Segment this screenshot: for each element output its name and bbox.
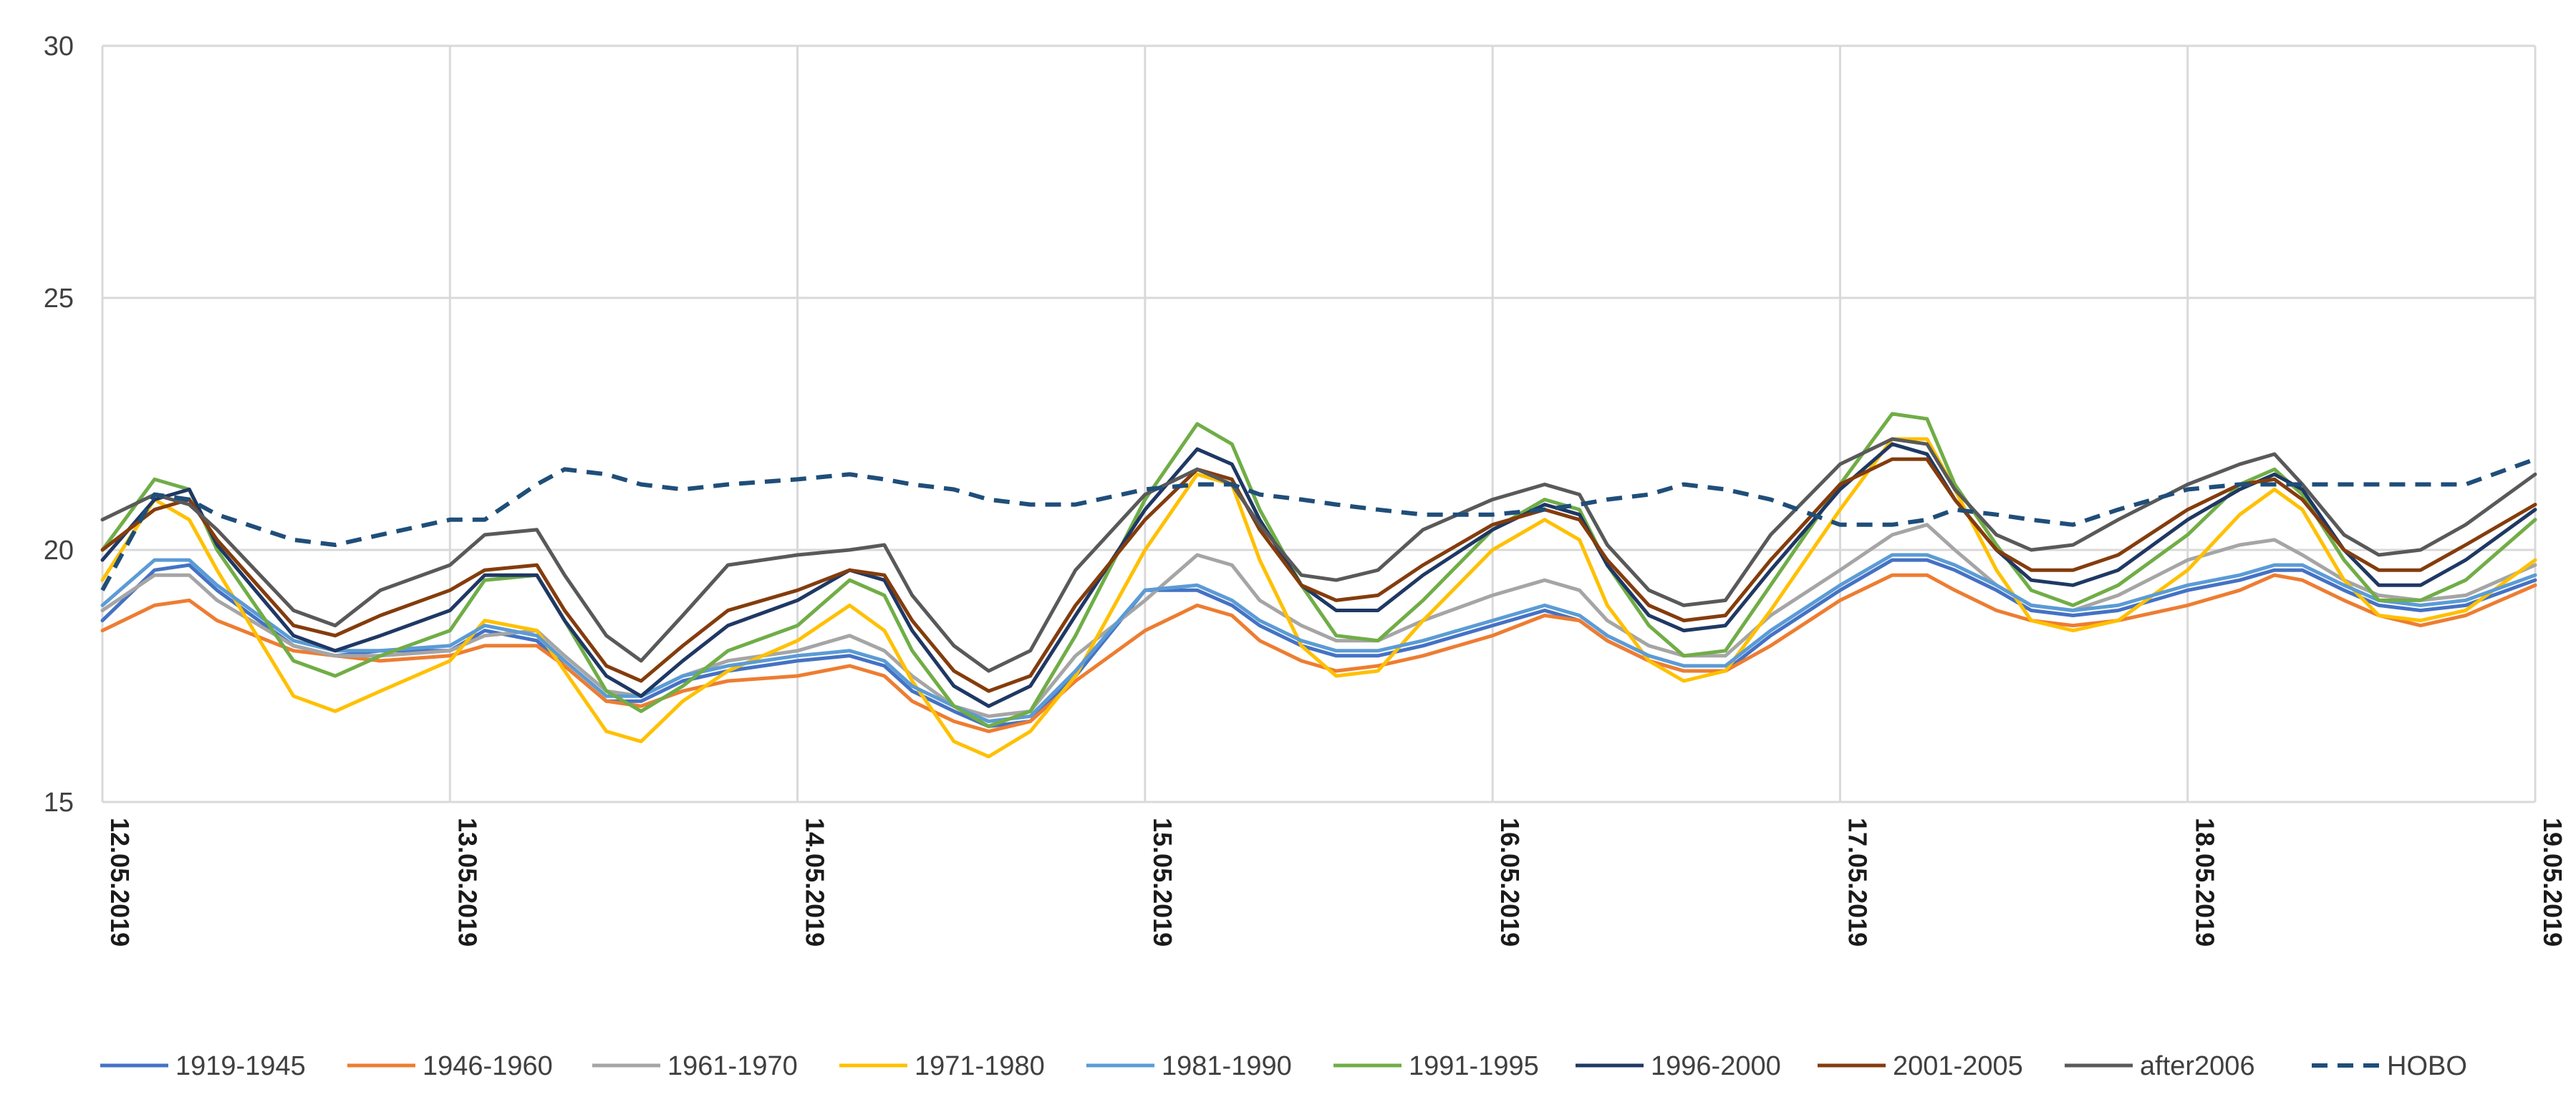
series-line-1996-2000	[100, 442, 2537, 708]
x-tick-label: 16.05.2019	[1495, 818, 1525, 947]
legend-label-1981-1990: 1981-1990	[1162, 1051, 1292, 1081]
series-line-1971-1980	[100, 437, 2537, 759]
x-tick-label: 18.05.2019	[2191, 818, 2220, 947]
x-tick-label: 17.05.2019	[1843, 818, 1872, 947]
legend-label-2001-2005: 2001-2005	[1893, 1051, 2023, 1081]
series-line-1981-1990	[100, 553, 2537, 723]
series-layer	[100, 412, 2537, 759]
legend-label-1971-1980: 1971-1980	[915, 1051, 1045, 1081]
series-line-after2006	[100, 437, 2537, 673]
x-tick-label: 12.05.2019	[105, 818, 135, 947]
legend-label-after2006: after2006	[2140, 1051, 2255, 1081]
y-tick-label: 30	[44, 32, 74, 62]
x-tick-label: 19.05.2019	[2538, 818, 2567, 947]
legend-label-1996-2000: 1996-2000	[1651, 1051, 1781, 1081]
legend-label-1961-1970: 1961-1970	[667, 1051, 798, 1081]
axis-layer: 15 20 25 30 12.05.2019 13.05.2019 14.05.2019 15…	[44, 32, 2567, 947]
x-tick-label: 15.05.2019	[1148, 818, 1177, 947]
y-tick-label: 20	[44, 536, 74, 566]
series-line-2001-2005	[100, 457, 2537, 693]
y-tick-label: 15	[44, 788, 74, 818]
legend-label-hobo: HOBO	[2387, 1051, 2467, 1081]
series-line-hobo	[100, 457, 2537, 591]
x-tick-label: 14.05.2019	[801, 818, 830, 947]
legend-label-1991-1995: 1991-1995	[1409, 1051, 1539, 1081]
legend: 1919-1945 1946-1960 1961-1970 1971-1980 1981…	[100, 1051, 2467, 1081]
x-tick-label: 13.05.2019	[453, 818, 482, 947]
series-line-1961-1970	[100, 523, 2537, 718]
y-tick-label: 25	[44, 284, 74, 314]
legend-label-1919-1945: 1919-1945	[175, 1051, 306, 1081]
series-line-1919-1945	[100, 558, 2537, 728]
grid-layer	[101, 44, 2537, 803]
legend-label-1946-1960: 1946-1960	[423, 1051, 553, 1081]
